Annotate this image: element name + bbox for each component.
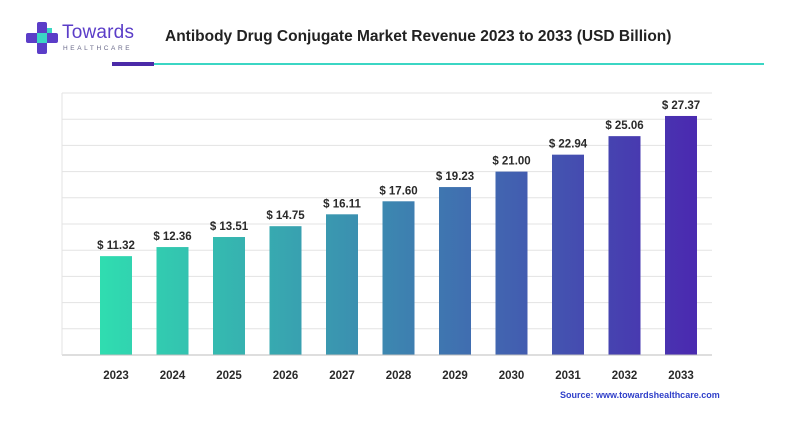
value-label-2031: $ 22.94 [549, 139, 588, 151]
x-tick-label-2029: 2029 [442, 370, 468, 382]
bar-2032 [608, 136, 641, 355]
value-label-2025: $ 13.51 [210, 221, 249, 233]
bar-2029 [439, 187, 471, 355]
x-tick-label-2023: 2023 [103, 370, 129, 382]
header-divider-accent [112, 62, 154, 66]
x-tick-label-2025: 2025 [216, 370, 242, 382]
bar-2031 [552, 154, 584, 355]
bar-2033 [665, 115, 697, 356]
value-labels: $ 11.32 $ 12.36 $ 13.51 $ 14.75 $ 16.11 $ 17.… [97, 100, 700, 252]
x-tick-label-2033: 2033 [668, 370, 694, 382]
bar-2027 [326, 214, 358, 355]
value-label-2033: $ 27.37 [662, 100, 700, 112]
logo-name: Towards [62, 22, 135, 43]
x-tick-label-2030: 2030 [499, 370, 525, 382]
x-tick-label-2028: 2028 [386, 370, 412, 382]
chart-title: Antibody Drug Conjugate Market Revenue 2… [165, 28, 672, 45]
value-label-2027: $ 16.11 [323, 198, 361, 210]
bars [100, 115, 697, 356]
bar-2026 [269, 226, 302, 355]
bar-2025 [213, 237, 245, 355]
value-label-2026: $ 14.75 [266, 210, 305, 222]
x-axis-tick-labels: 2023 2024 2025 2026 2027 2028 2029 2030 2031 2032… [103, 370, 694, 382]
bar-2028 [382, 201, 415, 355]
source-note: Source: www.towardshealthcare.com [560, 390, 720, 400]
x-tick-label-2026: 2026 [273, 370, 299, 382]
bar-2023 [100, 256, 132, 355]
header-divider [112, 63, 764, 65]
towards-healthcare-logo: Towards HEALTHCARE [26, 20, 146, 60]
bar-2030 [495, 171, 528, 355]
x-tick-label-2024: 2024 [160, 370, 186, 382]
value-label-2028: $ 17.60 [379, 185, 417, 197]
value-label-2032: $ 25.06 [605, 120, 643, 132]
value-label-2030: $ 21.00 [492, 156, 530, 168]
value-label-2023: $ 11.32 [97, 240, 135, 252]
bar-2024 [156, 247, 189, 355]
logo-tagline: HEALTHCARE [63, 45, 133, 52]
medical-cross-logo-icon [26, 22, 58, 54]
x-tick-label-2027: 2027 [329, 370, 355, 382]
x-tick-label-2031: 2031 [555, 370, 581, 382]
value-label-2024: $ 12.36 [153, 231, 191, 243]
value-label-2029: $ 19.23 [436, 171, 474, 183]
x-tick-label-2032: 2032 [612, 370, 638, 382]
